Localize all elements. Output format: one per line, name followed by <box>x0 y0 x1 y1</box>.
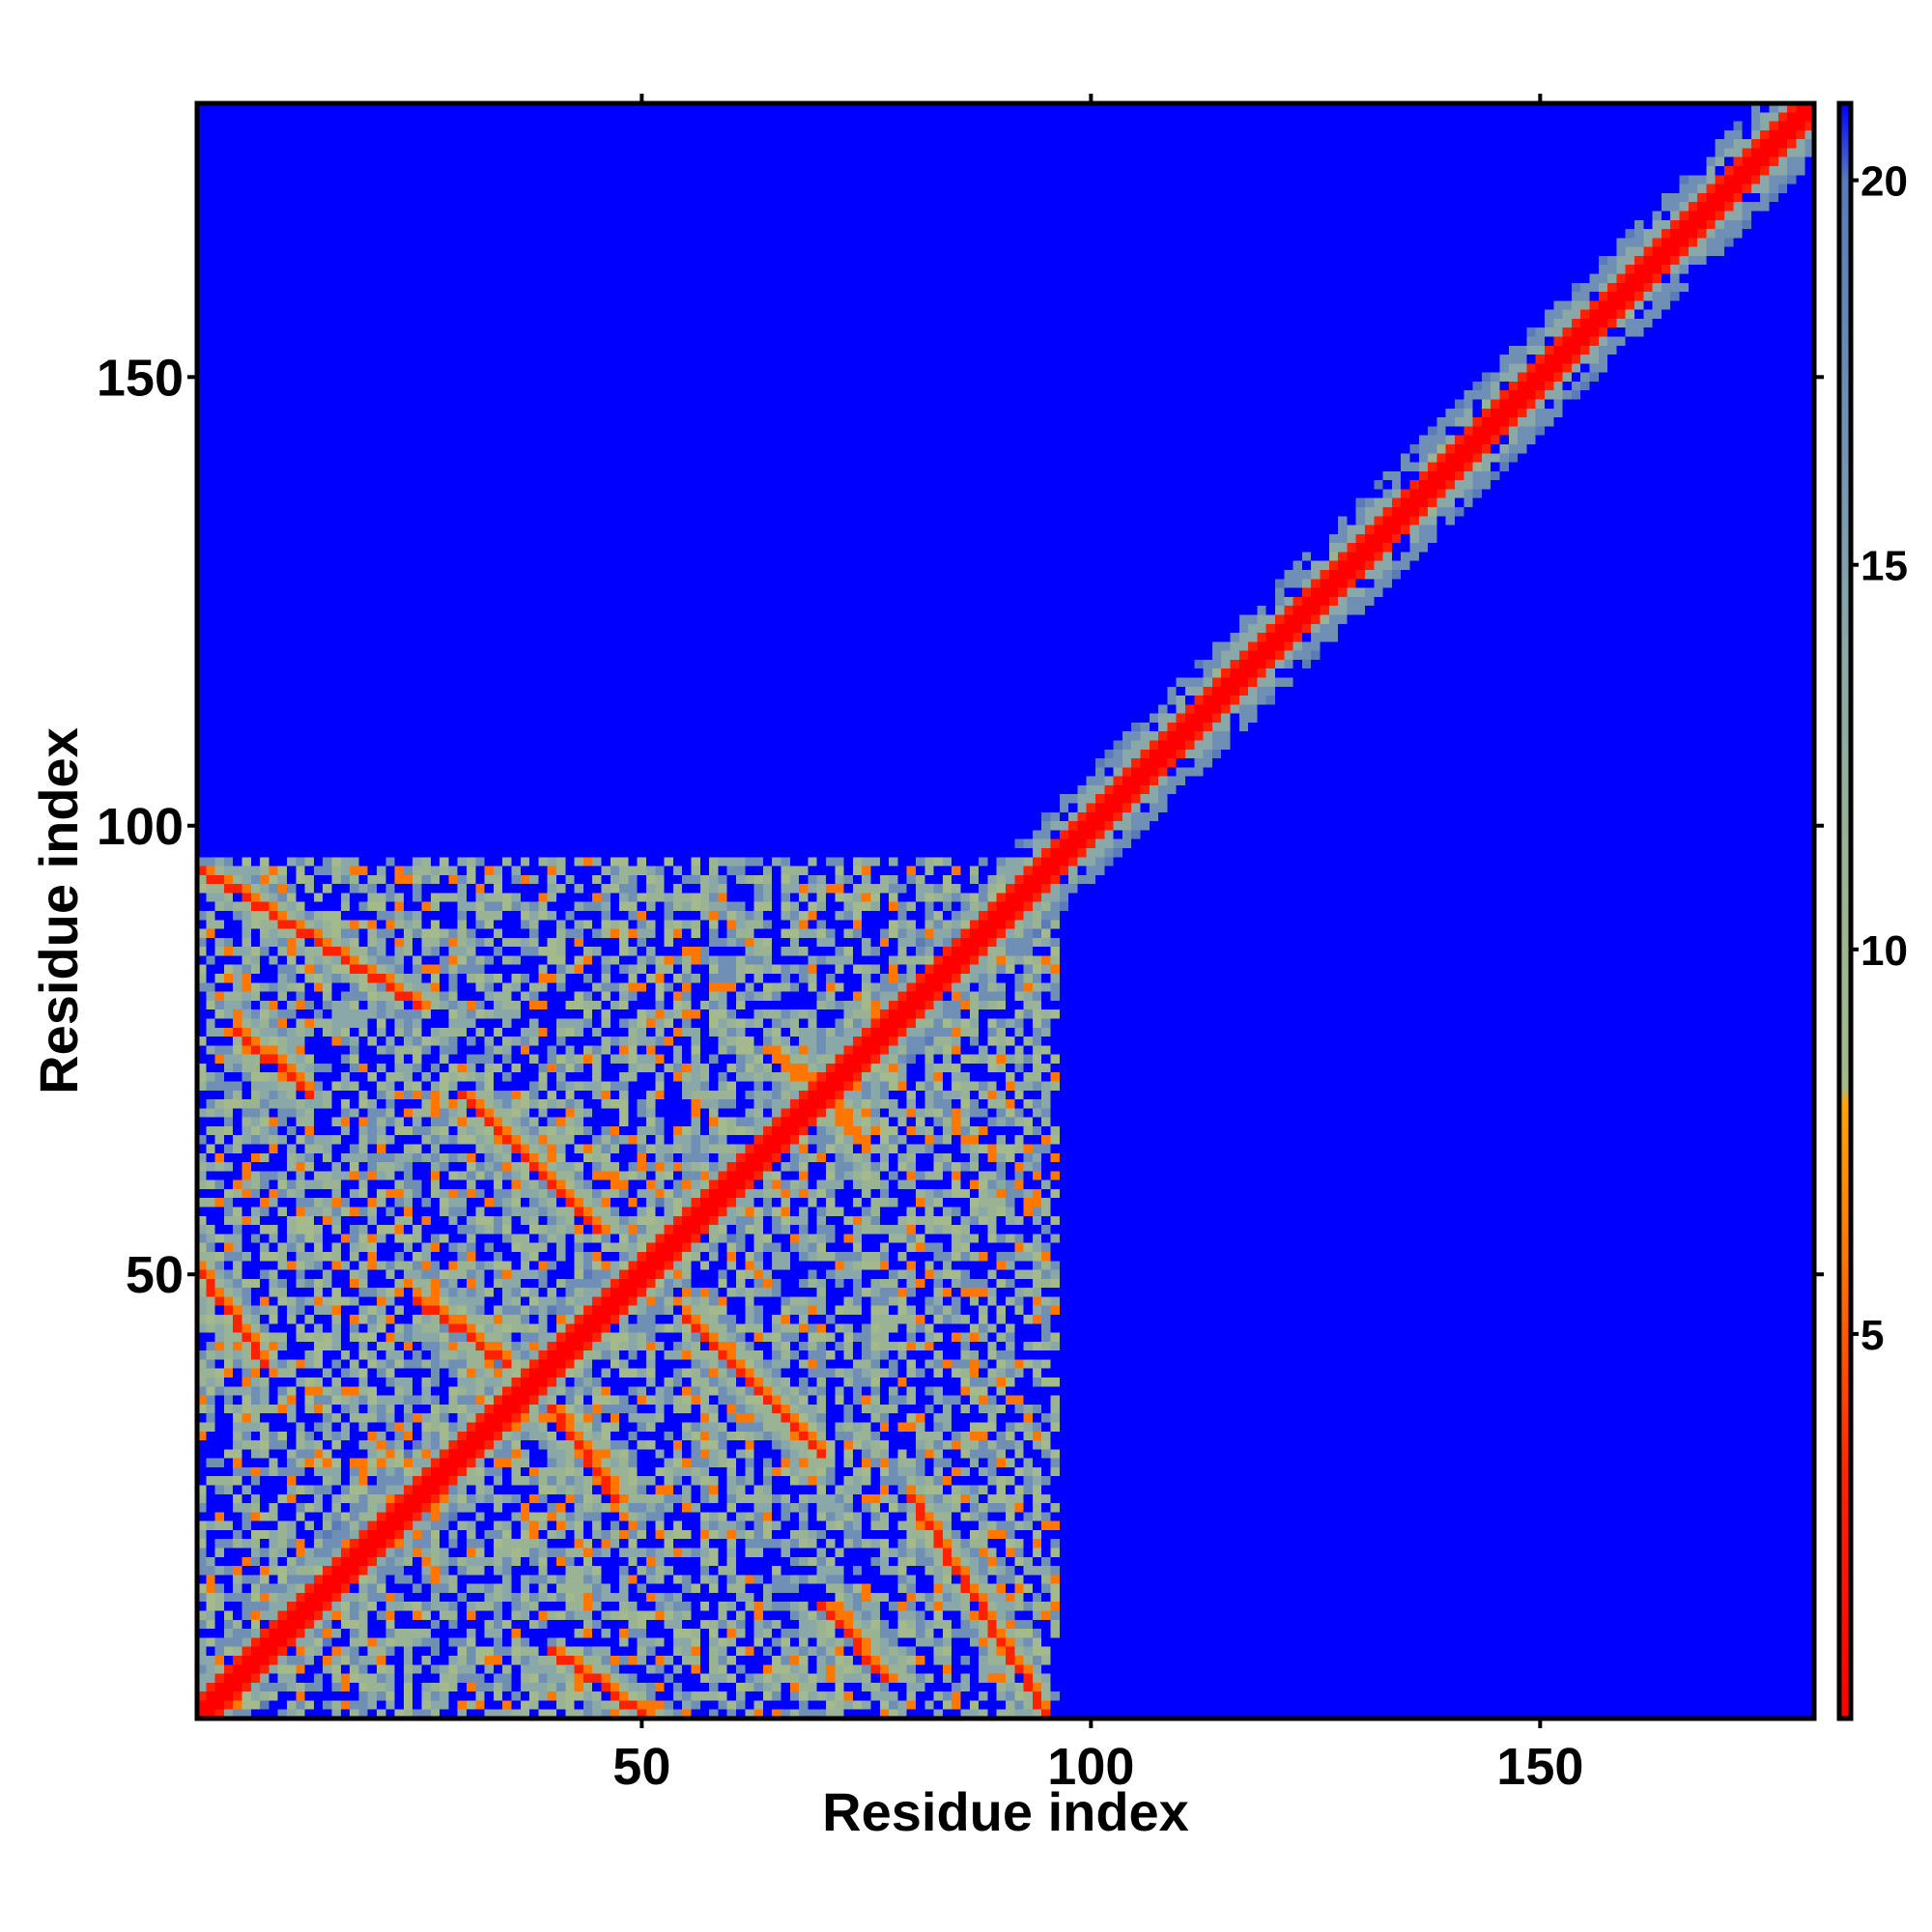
x-tick-label: 100 <box>1047 1738 1134 1796</box>
colorbar-tick-label: 15 <box>1861 543 1908 590</box>
colorbar-fill <box>1839 103 1851 1719</box>
colorbar-tick-label: 10 <box>1861 927 1908 975</box>
colorbar-frame <box>1836 100 1854 1721</box>
x-axis-title: Residue index <box>822 1781 1189 1842</box>
y-tick-label: 150 <box>97 349 184 407</box>
y-tick-label: 100 <box>97 798 184 856</box>
colorbar-tick-label: 5 <box>1861 1312 1884 1359</box>
x-axis: 50 100 150 <box>612 94 1583 1796</box>
plot-frame <box>194 100 1817 1721</box>
y-tick-label: 50 <box>126 1246 184 1304</box>
heatmap-cells <box>197 103 1814 1719</box>
y-axis: 50 100 150 <box>97 349 1824 1304</box>
y-axis-title: Residue index <box>28 727 89 1094</box>
x-tick-label: 50 <box>612 1738 670 1796</box>
x-tick-label: 150 <box>1496 1738 1583 1796</box>
heatmap-plot <box>194 100 1817 1721</box>
colorbar-tick-label: 20 <box>1861 158 1908 206</box>
colorbar: 5 10 15 20 <box>1836 100 1908 1721</box>
